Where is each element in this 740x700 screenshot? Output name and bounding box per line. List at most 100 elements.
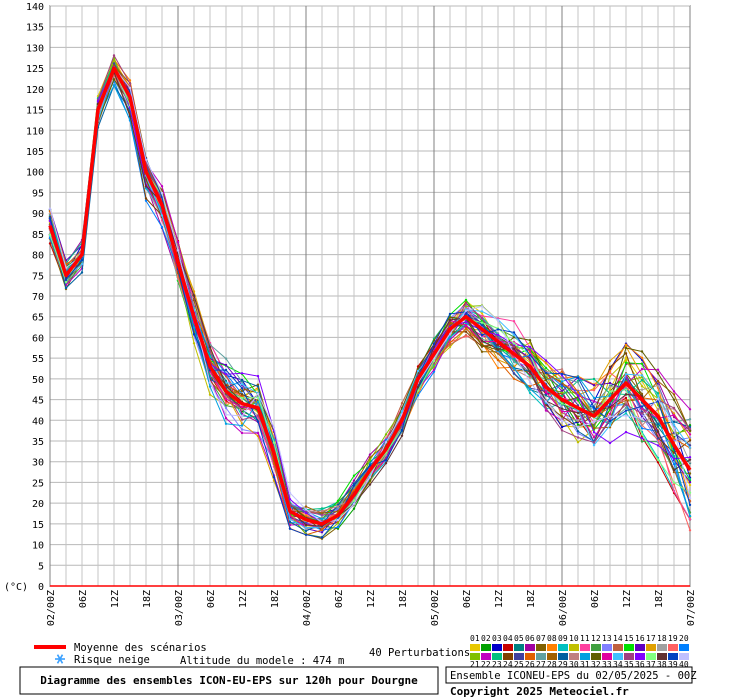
y-tick-label: 5 xyxy=(38,561,44,572)
member-point xyxy=(128,86,132,90)
member-point xyxy=(384,441,388,444)
snow-legend-label: Risque neige xyxy=(74,654,150,666)
member-point xyxy=(400,428,404,431)
member-point xyxy=(256,383,260,386)
member-point xyxy=(608,441,612,445)
member-point xyxy=(592,420,596,423)
x-tick-label: 12Z xyxy=(238,590,249,608)
member-point xyxy=(192,290,196,293)
member-swatch xyxy=(613,644,623,651)
member-point xyxy=(368,456,372,459)
member-point xyxy=(64,280,68,284)
member-point xyxy=(528,370,532,373)
member-swatch xyxy=(635,644,645,651)
y-tick-label: 115 xyxy=(26,106,44,117)
member-point xyxy=(640,433,644,436)
member-point xyxy=(416,369,420,373)
member-point xyxy=(336,522,340,525)
member-point xyxy=(576,436,580,439)
member-point xyxy=(320,509,324,513)
member-point xyxy=(672,483,676,486)
member-point xyxy=(656,444,660,447)
member-point xyxy=(656,407,660,411)
member-point xyxy=(304,533,308,536)
member-point xyxy=(624,403,628,406)
member-point xyxy=(480,323,484,326)
member-point xyxy=(608,418,612,421)
member-point xyxy=(448,336,452,339)
member-point xyxy=(688,477,692,481)
member-point xyxy=(160,185,164,188)
member-point xyxy=(576,430,580,433)
x-tick-label: 18Z xyxy=(398,590,409,608)
member-number: 14 xyxy=(613,634,623,643)
member-point xyxy=(640,394,644,397)
member-swatch xyxy=(536,644,546,651)
member-point xyxy=(608,415,612,418)
member-number: 20 xyxy=(679,634,689,643)
member-point xyxy=(240,372,244,375)
member-point xyxy=(480,339,484,342)
member-point xyxy=(192,294,196,297)
y-tick-label: 0 xyxy=(38,582,44,593)
member-number: 02 xyxy=(481,634,491,643)
member-point xyxy=(240,428,244,431)
member-point xyxy=(656,397,660,400)
member-point xyxy=(240,424,244,427)
member-point xyxy=(80,271,84,274)
member-point xyxy=(512,320,516,323)
member-number: 19 xyxy=(668,634,678,643)
member-swatch xyxy=(514,644,524,651)
member-swatch xyxy=(580,653,590,660)
member-point xyxy=(688,456,692,459)
member-point xyxy=(672,437,676,440)
member-point xyxy=(240,418,244,421)
member-point xyxy=(656,458,660,461)
member-point xyxy=(304,523,308,527)
member-point xyxy=(112,84,116,87)
member-point xyxy=(576,419,580,422)
x-tick-label: 06Z xyxy=(78,590,89,608)
member-point xyxy=(336,499,340,502)
member-swatch xyxy=(657,653,667,660)
member-point xyxy=(208,349,212,353)
member-point xyxy=(192,332,196,336)
y-tick-label: 55 xyxy=(32,354,44,365)
member-point xyxy=(512,360,516,364)
member-point xyxy=(304,526,308,529)
member-point xyxy=(256,431,260,435)
member-swatch xyxy=(503,644,513,651)
y-tick-label: 125 xyxy=(26,64,44,75)
member-point xyxy=(560,419,564,422)
member-point xyxy=(464,309,468,312)
member-number: 04 xyxy=(503,634,513,643)
member-point xyxy=(608,424,612,427)
member-point xyxy=(592,377,596,381)
member-point xyxy=(640,362,644,365)
member-point xyxy=(560,368,564,371)
member-point xyxy=(384,433,388,436)
member-point xyxy=(544,407,548,410)
member-point xyxy=(336,525,340,529)
member-point xyxy=(144,185,148,188)
member-point xyxy=(656,461,660,464)
member-point xyxy=(528,345,532,349)
member-point xyxy=(128,79,132,82)
x-tick-label: 06Z xyxy=(206,590,217,608)
member-point xyxy=(48,216,52,220)
x-tick-label: 04/00Z xyxy=(302,590,313,626)
member-swatch xyxy=(547,644,557,651)
member-point xyxy=(160,191,164,195)
member-point xyxy=(672,462,676,466)
x-tick-label: 12Z xyxy=(110,590,121,608)
member-swatch xyxy=(470,653,480,660)
member-point xyxy=(480,317,484,320)
copyright: Copyright 2025 Meteociel.fr xyxy=(450,685,629,698)
y-tick-label: 95 xyxy=(32,188,44,199)
member-point xyxy=(640,424,644,427)
member-point xyxy=(640,420,644,423)
member-point xyxy=(80,258,84,262)
member-point xyxy=(352,484,356,487)
member-point xyxy=(624,400,628,404)
member-point xyxy=(304,511,308,515)
